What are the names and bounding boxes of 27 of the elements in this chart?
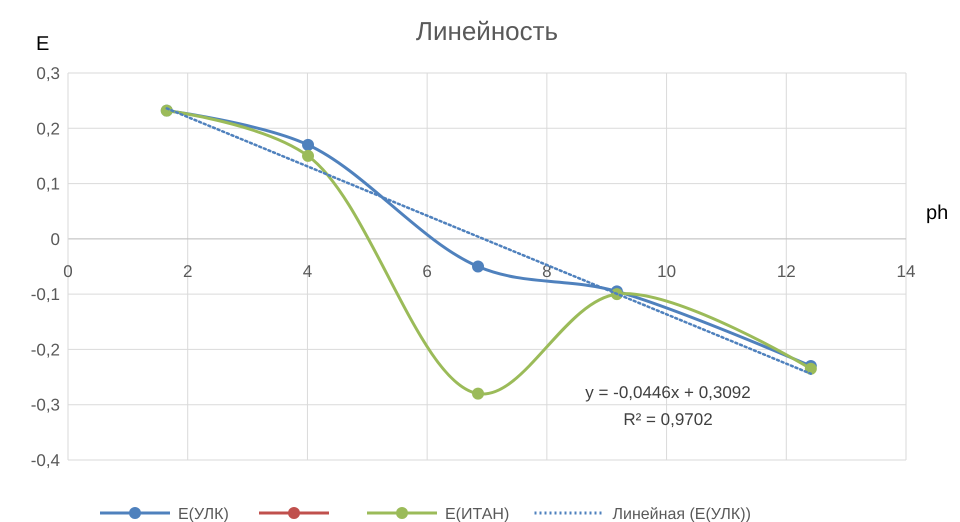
y-tick-label: -0,4 bbox=[30, 451, 60, 470]
y-tick-label: -0,3 bbox=[30, 396, 60, 415]
point bbox=[472, 388, 484, 400]
y-tick-label: -0,1 bbox=[30, 285, 60, 304]
y-tick-label: 0,1 bbox=[36, 174, 60, 194]
annotation: y = -0,0446x + 0,3092 bbox=[585, 383, 751, 402]
x-tick-label: 12 bbox=[776, 262, 796, 281]
legend-label: Линейная (Е(УЛК)) bbox=[612, 506, 751, 522]
annotation: R² = 0,9702 bbox=[623, 410, 713, 429]
legend-label: Е(УЛК) bbox=[178, 506, 229, 522]
x-tick-label: 0 bbox=[63, 262, 73, 281]
x-tick-label: 14 bbox=[896, 262, 916, 281]
y-axis-title: Е bbox=[36, 33, 50, 55]
x-axis-title: ph bbox=[926, 202, 948, 224]
y-tick-label: 0,2 bbox=[36, 119, 60, 138]
point bbox=[302, 138, 314, 151]
y-tick-label: 0,3 bbox=[36, 64, 60, 83]
x-tick-label: 10 bbox=[657, 262, 676, 281]
y-tick-label: -0,2 bbox=[30, 340, 60, 360]
legend-label: Е(ИТАН) bbox=[445, 506, 510, 522]
point bbox=[472, 260, 484, 272]
point bbox=[302, 150, 314, 162]
chart-title: Линейность bbox=[416, 16, 558, 46]
x-tick-label: 4 bbox=[302, 262, 312, 281]
x-tick-label: 2 bbox=[182, 262, 192, 281]
y-tick-label: 0 bbox=[50, 230, 60, 249]
x-tick-label: 6 bbox=[422, 262, 432, 281]
